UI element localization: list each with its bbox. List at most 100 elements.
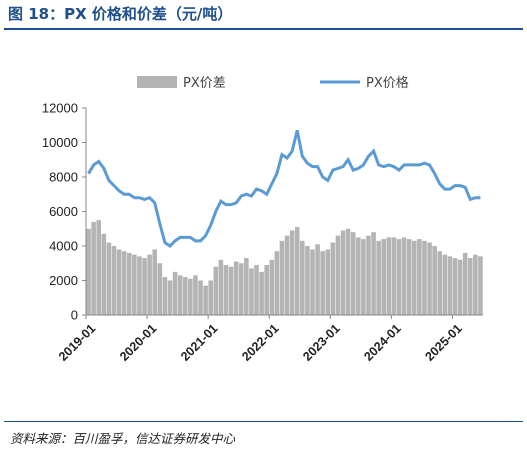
x-axis-ticks: 2019-01 2020-01 2021-01 2022-01 2023-01 2024-… <box>56 315 465 364</box>
spread-bar-2021-07 <box>238 263 244 315</box>
spread-bar-2024-04 <box>406 239 412 315</box>
spread-bar-2022-04 <box>284 235 290 315</box>
spread-bar-2019-11 <box>137 256 142 315</box>
px-price-spread-chart: PX价差 PX价格 0 2000 4000 6000 8000 10000 12000 20… <box>42 75 483 364</box>
spread-bar-2020-07 <box>177 275 183 315</box>
spread-bar-2019-09 <box>126 252 132 315</box>
spread-bar-2023-05 <box>350 232 356 315</box>
spread-bar-2019-04 <box>101 233 107 315</box>
x-tick-label-2023-01: 2023-01 <box>300 321 342 363</box>
spread-bar-2023-10 <box>376 240 381 315</box>
spread-bar-2023-03 <box>340 230 346 315</box>
spread-bar-2021-12 <box>264 264 269 315</box>
spread-bar-2019-03 <box>96 220 102 316</box>
spread-bar-2021-02 <box>213 266 219 315</box>
spread-bar-2023-07 <box>361 239 366 315</box>
spread-bar-2019-01 <box>86 228 91 315</box>
spread-bar-2022-11 <box>320 251 325 315</box>
spread-bar-2021-11 <box>259 271 264 316</box>
y-tick-label-4000: 4000 <box>49 239 78 254</box>
spread-bar-2023-04 <box>345 228 351 315</box>
spread-bar-2022-10 <box>315 244 320 315</box>
spread-bar-2020-09 <box>188 278 193 315</box>
spread-bar-2022-05 <box>289 230 295 315</box>
spread-bar-2019-10 <box>132 254 137 316</box>
spread-bar-2025-04 <box>467 258 473 315</box>
spread-bar-2021-04 <box>223 264 229 315</box>
spread-bar-2024-09 <box>432 246 437 315</box>
spread-bar-2022-08 <box>305 246 310 315</box>
x-tick-label-2025-01: 2025-01 <box>422 321 464 363</box>
spread-bar-2025-06 <box>478 256 483 315</box>
spread-bar-2021-01 <box>208 280 213 315</box>
spread-bar-2020-11 <box>198 280 203 315</box>
x-tick-label-2024-01: 2024-01 <box>361 321 403 363</box>
spread-bar-2022-12 <box>325 249 331 315</box>
title-underline <box>4 28 523 30</box>
spread-bar-2021-08 <box>244 258 249 315</box>
spread-bar-2019-02 <box>91 221 96 315</box>
spread-bar-2019-05 <box>106 242 112 315</box>
price-line <box>87 130 481 248</box>
chart-legend: PX价差 PX价格 <box>137 75 409 91</box>
spread-bar-2024-12 <box>447 256 453 315</box>
spread-bar-2020-10 <box>193 275 198 315</box>
spread-bar-2024-11 <box>442 254 448 316</box>
spread-bar-2023-02 <box>335 235 341 315</box>
spread-bar-2022-03 <box>279 240 285 315</box>
spread-bars <box>86 220 483 316</box>
spread-bar-2024-06 <box>417 239 422 315</box>
spread-bar-2019-06 <box>111 246 117 315</box>
spread-bar-2019-07 <box>116 249 122 315</box>
legend-swatch-spread <box>137 76 177 88</box>
spread-bar-2025-02 <box>457 259 463 315</box>
spread-bar-2023-08 <box>366 235 371 315</box>
spread-bar-2020-08 <box>182 277 188 315</box>
spread-bar-2020-01 <box>147 254 152 316</box>
x-tick-label-2021-01: 2021-01 <box>178 321 220 363</box>
spread-bar-2022-06 <box>294 227 300 315</box>
spread-bar-2020-06 <box>172 271 178 316</box>
spread-bar-2022-02 <box>274 251 280 315</box>
y-tick-label-10000: 10000 <box>42 135 78 150</box>
spread-bar-2024-08 <box>427 242 432 315</box>
spread-bar-2021-05 <box>228 266 234 315</box>
spread-bar-2021-10 <box>254 264 259 315</box>
spread-bar-2024-01 <box>391 237 397 316</box>
spread-bar-2023-01 <box>330 242 336 315</box>
spread-bar-2025-01 <box>452 258 458 315</box>
x-tick-label-2022-01: 2022-01 <box>239 321 281 363</box>
spread-bar-2024-07 <box>422 240 427 315</box>
spread-bar-2024-05 <box>412 240 417 315</box>
x-tick-label-2019-01: 2019-01 <box>56 321 98 363</box>
spread-bar-2020-02 <box>152 249 157 315</box>
spread-bar-2020-05 <box>167 280 173 315</box>
spread-bar-2019-12 <box>142 258 147 315</box>
legend-label-spread: PX价差 <box>183 76 226 91</box>
legend-label-price: PX价格 <box>366 75 409 91</box>
spread-bar-2023-11 <box>381 239 387 315</box>
spread-bar-2020-12 <box>203 285 208 315</box>
y-tick-label-2000: 2000 <box>49 273 78 288</box>
y-tick-label-12000: 12000 <box>42 101 78 116</box>
spread-bar-2024-02 <box>396 239 402 315</box>
spread-bar-2022-09 <box>310 249 315 315</box>
spread-bar-2020-04 <box>162 277 168 315</box>
spread-bar-2022-01 <box>269 259 275 315</box>
spread-bar-2019-08 <box>121 251 127 315</box>
spread-bar-2020-03 <box>157 263 163 315</box>
spread-bar-2021-09 <box>249 268 254 315</box>
spread-bar-2024-03 <box>401 237 407 316</box>
figure-title: 图 18：PX 价格和价差（元/吨） <box>8 5 233 23</box>
source-note: 资料来源：百川盈孚，信达证券研发中心 <box>10 431 236 446</box>
spread-bar-2025-03 <box>462 252 468 315</box>
spread-bar-2023-06 <box>356 237 361 316</box>
x-tick-label-2020-01: 2020-01 <box>117 321 159 363</box>
spread-bar-2022-07 <box>300 240 305 315</box>
y-axis-ticks: 0 2000 4000 6000 8000 10000 12000 <box>42 101 86 323</box>
y-tick-label-8000: 8000 <box>49 170 78 185</box>
spread-bar-2023-12 <box>386 237 392 316</box>
y-tick-label-6000: 6000 <box>49 204 78 219</box>
y-tick-label-0: 0 <box>71 308 78 323</box>
spread-bar-2023-09 <box>371 232 376 315</box>
